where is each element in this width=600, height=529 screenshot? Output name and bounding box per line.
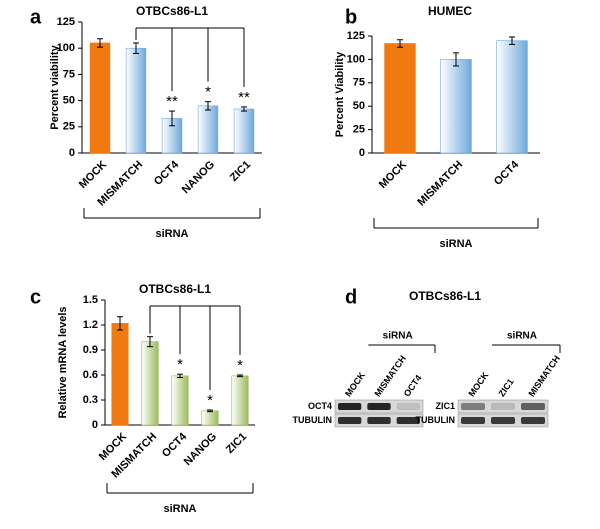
lane-label: ZIC1 [496, 377, 515, 399]
panel-label: c [30, 286, 41, 308]
x-tick-label: ZIC1 [228, 159, 253, 184]
y-tick-label: 0 [359, 147, 365, 159]
lane-label: MOCK [466, 370, 490, 399]
bar [496, 40, 528, 154]
bar [111, 323, 129, 426]
bar [125, 47, 147, 154]
y-tick-label: 50 [63, 95, 75, 107]
band [367, 403, 391, 410]
x-tick-label: MOCK [77, 159, 109, 191]
row-label: TUBULIN [416, 415, 456, 425]
bar [440, 59, 472, 154]
y-tick-label: 25 [353, 124, 365, 136]
y-tick-label: 75 [63, 68, 75, 80]
x-tick-label: ZIC1 [224, 431, 249, 456]
y-tick-label: 0.6 [83, 369, 98, 381]
panel-label: a [30, 6, 42, 28]
y-tick-label: 0.3 [83, 394, 98, 406]
lane-label: OCT4 [402, 373, 424, 398]
panel-label: b [345, 6, 357, 28]
significance: ** [238, 89, 250, 106]
bar [197, 105, 219, 154]
band [461, 403, 485, 410]
band [338, 403, 362, 410]
bar [231, 375, 249, 426]
bar [141, 341, 159, 426]
band [491, 417, 515, 424]
bar [201, 410, 219, 426]
significance: * [205, 84, 211, 101]
group-label: siRNA [507, 331, 537, 342]
chart-title: OTBCs86-L1 [139, 282, 211, 296]
y-tick-label: 125 [347, 30, 365, 42]
panel-label: d [345, 286, 357, 308]
group-label: siRNA [383, 331, 413, 342]
x-axis-label: siRNA [155, 228, 188, 240]
bar [384, 43, 416, 154]
y-tick-label: 75 [353, 77, 365, 89]
y-tick-label: 0 [69, 147, 75, 159]
blot-title: OTBCs86-L1 [409, 289, 481, 303]
x-tick-label: MOCK [377, 159, 409, 191]
y-tick-label: 0 [92, 419, 98, 431]
row-label: TUBULIN [293, 415, 333, 425]
bar [233, 108, 255, 154]
band [367, 417, 391, 424]
y-tick-label: 1.5 [83, 294, 98, 306]
band [521, 403, 545, 410]
band [396, 403, 420, 410]
x-tick-label: OCT4 [152, 158, 182, 188]
y-tick-label: 100 [347, 53, 365, 65]
y-axis-label: Relative mRNA levels [57, 306, 69, 418]
y-axis-label: Percent viability [49, 44, 61, 129]
y-tick-label: 100 [57, 42, 75, 54]
bar [171, 375, 189, 426]
chart-title: HUMEC [428, 4, 472, 18]
band [396, 417, 420, 424]
band [338, 417, 362, 424]
bar [89, 42, 111, 154]
significance: * [207, 392, 213, 409]
y-axis-label: Percent Viability [334, 51, 346, 137]
significance: ** [166, 93, 178, 110]
lane-label: MOCK [343, 370, 367, 399]
x-tick-label: NANOG [180, 159, 217, 196]
x-tick-label: OCT4 [492, 158, 522, 188]
chart-title: OTBCs86-L1 [136, 4, 208, 18]
row-label: ZIC1 [435, 401, 455, 411]
y-tick-label: 25 [63, 121, 75, 133]
y-tick-label: 50 [353, 100, 365, 112]
y-tick-label: 1.2 [83, 319, 98, 331]
band [521, 417, 545, 424]
band [461, 417, 485, 424]
x-axis-label: siRNA [163, 503, 196, 515]
x-tick-label: MISMATCH [415, 159, 465, 209]
lane-label: MISMATCH [526, 354, 562, 399]
row-label: OCT4 [308, 401, 332, 411]
y-tick-label: 125 [57, 16, 75, 28]
significance: * [177, 356, 183, 373]
significance: * [237, 357, 243, 374]
x-axis-label: siRNA [439, 238, 472, 250]
x-tick-label: NANOG [182, 431, 219, 468]
y-tick-label: 0.9 [83, 344, 98, 356]
band [491, 403, 515, 410]
